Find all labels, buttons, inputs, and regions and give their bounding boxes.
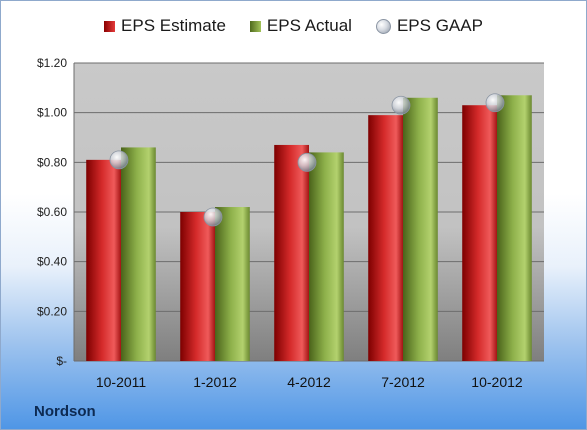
point-eps-gaap — [203, 207, 223, 227]
legend-label-gaap: EPS GAAP — [396, 16, 483, 35]
y-tick-label: $0.40 — [37, 255, 67, 269]
legend-item-gaap: EPS GAAP — [375, 16, 483, 36]
legend-item-actual: EPS Actual — [249, 16, 352, 36]
actual-swatch — [249, 20, 261, 32]
legend-label-estimate: EPS Estimate — [121, 16, 226, 35]
company-name: Nordson — [34, 403, 96, 420]
legend-item-estimate: EPS Estimate — [104, 16, 226, 36]
y-tick-label: $1.00 — [37, 106, 67, 120]
x-tick-label: 4-2012 — [287, 374, 331, 390]
bar-eps-estimate — [86, 159, 121, 361]
bar-eps-actual — [121, 147, 156, 361]
x-tick-label: 7-2012 — [381, 374, 425, 390]
legend: EPS Estimate EPS Actual EPS GAAP — [1, 16, 586, 36]
y-tick-label: $0.60 — [37, 205, 67, 219]
point-eps-gaap — [391, 95, 411, 115]
x-tick-label: 10-2011 — [96, 374, 147, 390]
y-tick-label: $0.80 — [37, 155, 67, 169]
bar-eps-actual — [403, 97, 438, 362]
bar-eps-estimate — [274, 144, 309, 361]
x-tick-label: 1-2012 — [193, 374, 237, 390]
point-eps-gaap — [485, 93, 505, 113]
bar-eps-actual — [215, 207, 250, 361]
gaap-swatch — [375, 18, 391, 34]
bar-eps-actual — [497, 95, 532, 362]
bar-eps-estimate — [462, 105, 497, 361]
x-tick-label: 10-2012 — [471, 374, 523, 390]
bar-eps-estimate — [180, 212, 215, 361]
bar-eps-estimate — [368, 115, 403, 362]
point-eps-gaap — [109, 150, 129, 170]
estimate-swatch — [104, 20, 116, 32]
y-tick-label: $1.20 — [37, 56, 67, 70]
legend-label-actual: EPS Actual — [266, 16, 352, 35]
y-tick-label: $- — [56, 354, 67, 368]
bar-eps-actual — [309, 152, 344, 361]
y-tick-label: $0.20 — [37, 304, 67, 318]
point-eps-gaap — [297, 152, 317, 172]
